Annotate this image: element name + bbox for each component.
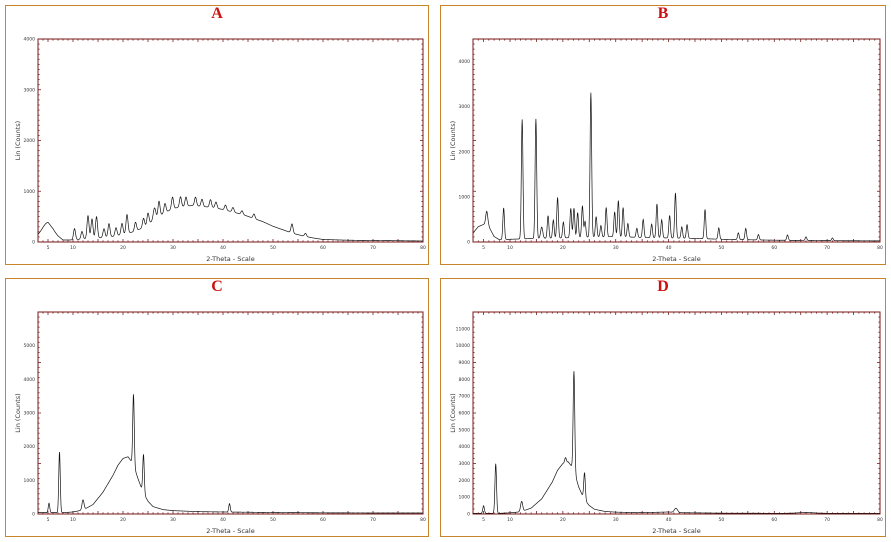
x-tick-label: 80	[877, 517, 883, 523]
y-tick-label: 8000	[459, 377, 471, 383]
x-tick-label: 30	[613, 245, 619, 251]
y-axis-title: Lin (Counts)	[14, 121, 22, 160]
y-tick-label: 4000	[459, 444, 471, 450]
y-tick-label: 0	[32, 512, 35, 518]
y-tick-label: 1000	[459, 194, 471, 200]
y-tick-label: 3000	[24, 411, 36, 417]
y-tick-label: 0	[467, 512, 470, 518]
chart-panel-a: A 5 10 20 30 40 50 60 70 80 0 1000 2000 3000 4000 2-Th…	[5, 5, 429, 265]
y-tick-label: 5000	[24, 343, 36, 349]
x-tick-label: 30	[613, 517, 619, 523]
x-tick-label: 60	[771, 245, 777, 251]
x-tick-label: 70	[370, 245, 376, 251]
x-tick-label: 60	[771, 517, 777, 523]
x-axis-title: 2-Theta - Scale	[206, 255, 254, 263]
x-tick-label: 70	[824, 517, 830, 523]
x-tick-label: 50	[719, 517, 725, 523]
y-tick-label: 0	[467, 240, 470, 246]
y-tick-label: 3000	[459, 461, 471, 467]
x-tick-label: 80	[420, 245, 426, 251]
y-tick-label: 2000	[459, 478, 471, 484]
x-tick-label: 30	[170, 245, 176, 251]
x-tick-label: 10	[507, 245, 513, 251]
x-tick-label: 60	[320, 517, 326, 523]
x-tick-label: 40	[220, 245, 226, 251]
x-tick-label: 20	[560, 517, 566, 523]
y-tick-label: 4000	[459, 59, 471, 65]
x-tick-label: 5	[47, 245, 50, 251]
diffraction-trace	[472, 92, 880, 242]
x-tick-label: 50	[270, 245, 276, 251]
y-axis-title: Lin (Counts)	[449, 393, 457, 432]
panel-label-b: B	[657, 5, 669, 22]
x-tick-label: 5	[47, 517, 50, 523]
x-tick-label: 5	[482, 517, 485, 523]
x-tick-label: 50	[270, 517, 276, 523]
y-tick-label: 10000	[456, 343, 470, 349]
y-tick-label: 2000	[459, 149, 471, 155]
x-tick-label: 20	[120, 517, 126, 523]
plot-frame	[472, 311, 881, 515]
x-tick-label: 50	[719, 245, 725, 251]
y-tick-label: 0	[32, 240, 35, 246]
x-tick-label: 10	[507, 517, 513, 523]
y-tick-label: 5000	[459, 427, 471, 433]
x-axis-title: 2-Theta - Scale	[652, 527, 700, 535]
x-tick-label: 40	[666, 517, 672, 523]
xrd-chart-d: 5 10 20 30 40 50 60 70 80 0 1000 2000 3000 4000 5000 60…	[449, 311, 883, 535]
chart-panel-c: C 5 10 20 30 40 50 60 70 80 0 1000 2000 3000 4000 5000…	[5, 278, 429, 537]
diffraction-trace	[473, 371, 880, 514]
y-tick-label: 1000	[24, 189, 36, 195]
y-tick-label: 4000	[24, 37, 36, 43]
x-tick-label: 60	[320, 245, 326, 251]
chart-panel-b: B 5 10 20 30 40 50 60 70 80 0 1000 2000 3000 4000 2-Th…	[440, 5, 886, 265]
y-tick-label: 7000	[459, 394, 471, 400]
x-tick-label: 70	[370, 517, 376, 523]
x-tick-label: 20	[560, 245, 566, 251]
x-tick-label: 80	[877, 245, 883, 251]
chart-panel-d: D 5 10 20 30 40 50 60 70 80 0 1000 2000 3000 4000 5000…	[440, 278, 886, 537]
y-tick-label: 2000	[24, 444, 36, 450]
x-axis-title: 2-Theta - Scale	[206, 527, 254, 535]
xrd-chart-b: 5 10 20 30 40 50 60 70 80 0 1000 2000 3000 4000 2-Thet…	[449, 38, 883, 263]
y-tick-label: 9000	[459, 360, 471, 366]
x-tick-label: 70	[824, 245, 830, 251]
panel-label-d: D	[657, 278, 669, 295]
y-tick-label: 1000	[459, 495, 471, 501]
y-tick-label: 4000	[24, 377, 36, 383]
x-tick-label: 40	[666, 245, 672, 251]
y-axis-title: Lin (Counts)	[14, 393, 22, 432]
x-axis-title: 2-Theta - Scale	[652, 255, 700, 263]
y-tick-label: 1000	[24, 478, 36, 484]
x-tick-label: 5	[482, 245, 485, 251]
panel-label-c: C	[211, 278, 223, 295]
diffraction-trace	[37, 196, 423, 242]
plot-frame	[37, 311, 424, 515]
x-tick-label: 80	[420, 517, 426, 523]
x-tick-label: 20	[120, 245, 126, 251]
x-tick-label: 40	[220, 517, 226, 523]
panel-label-a: A	[211, 5, 223, 22]
y-tick-label: 2000	[24, 138, 36, 144]
y-axis-title: Lin (Counts)	[449, 121, 457, 160]
x-tick-label: 10	[70, 245, 76, 251]
xrd-chart-c: 5 10 20 30 40 50 60 70 80 0 1000 2000 3000 4000 5000 2-…	[14, 311, 426, 535]
y-tick-label: 11000	[456, 326, 470, 332]
x-tick-label: 10	[70, 517, 76, 523]
y-tick-label: 6000	[459, 411, 471, 417]
y-tick-label: 3000	[24, 87, 36, 93]
xrd-chart-a: 5 10 20 30 40 50 60 70 80 0 1000 2000 3000 4000 2-Thet…	[14, 37, 426, 264]
y-tick-label: 3000	[459, 104, 471, 110]
diffraction-trace	[38, 394, 423, 514]
x-tick-label: 30	[170, 517, 176, 523]
